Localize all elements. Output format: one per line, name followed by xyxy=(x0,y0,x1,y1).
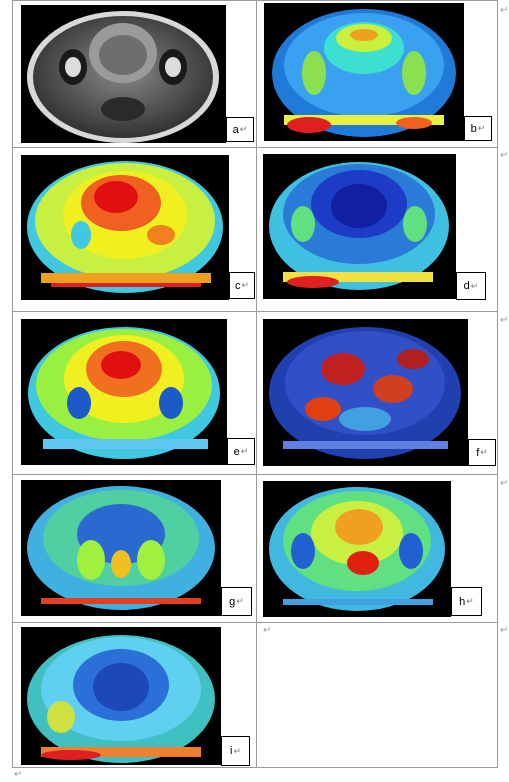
table-row-divider xyxy=(12,474,498,475)
panel-b-image xyxy=(264,3,464,141)
panel-a-image xyxy=(21,5,226,143)
panel-d-image xyxy=(263,154,456,299)
cell-end-mark: ↵ xyxy=(500,315,509,326)
panel-g-image xyxy=(21,480,221,616)
table-row-divider xyxy=(12,311,498,312)
cell-end-mark: ↵ xyxy=(500,478,509,489)
panel-c-image xyxy=(21,155,229,300)
table-border-bottom xyxy=(12,767,498,768)
panel-label-text: d xyxy=(463,280,470,292)
panel-label-text: b xyxy=(470,122,477,135)
cell-end-mark: ↵ xyxy=(500,5,509,16)
table-row-divider xyxy=(12,147,498,148)
panel-i-image xyxy=(21,627,221,765)
panel-a-label: a ↵ xyxy=(226,117,254,142)
cell-end-mark: ↵ xyxy=(500,625,509,636)
panel-g-label: g ↵ xyxy=(221,587,252,616)
cell-end-mark: ↵ xyxy=(263,625,272,636)
panel-label-text: a xyxy=(232,123,239,136)
panel-f-label: f ↵ xyxy=(468,439,496,466)
table-border-right xyxy=(497,0,498,768)
panel-label-text: c xyxy=(234,279,241,292)
panel-label-text: f xyxy=(476,446,480,459)
panel-b-label: b ↵ xyxy=(464,116,492,141)
panel-f-image xyxy=(263,319,468,466)
panel-label-text: e xyxy=(233,445,240,458)
panel-e-image xyxy=(21,319,227,465)
paragraph-mark: ↵ xyxy=(14,769,23,780)
cell-end-mark: ↵ xyxy=(500,150,509,161)
panel-h-image xyxy=(263,481,451,617)
panel-i-label: i ↵ xyxy=(221,736,250,766)
panel-h-label: h ↵ xyxy=(451,587,482,616)
panel-e-label: e ↵ xyxy=(227,438,255,465)
panel-c-label: c ↵ xyxy=(229,272,255,299)
panel-label-text: h xyxy=(459,595,466,608)
panel-label-text: g xyxy=(229,595,236,608)
table-border-top xyxy=(12,0,498,1)
panel-d-label: d ↵ xyxy=(456,272,486,300)
table-border-left xyxy=(12,0,13,768)
panel-label-text: i xyxy=(230,745,233,757)
table-row-divider xyxy=(12,622,498,623)
table-column-divider xyxy=(256,0,257,768)
figure-table xyxy=(12,0,498,768)
